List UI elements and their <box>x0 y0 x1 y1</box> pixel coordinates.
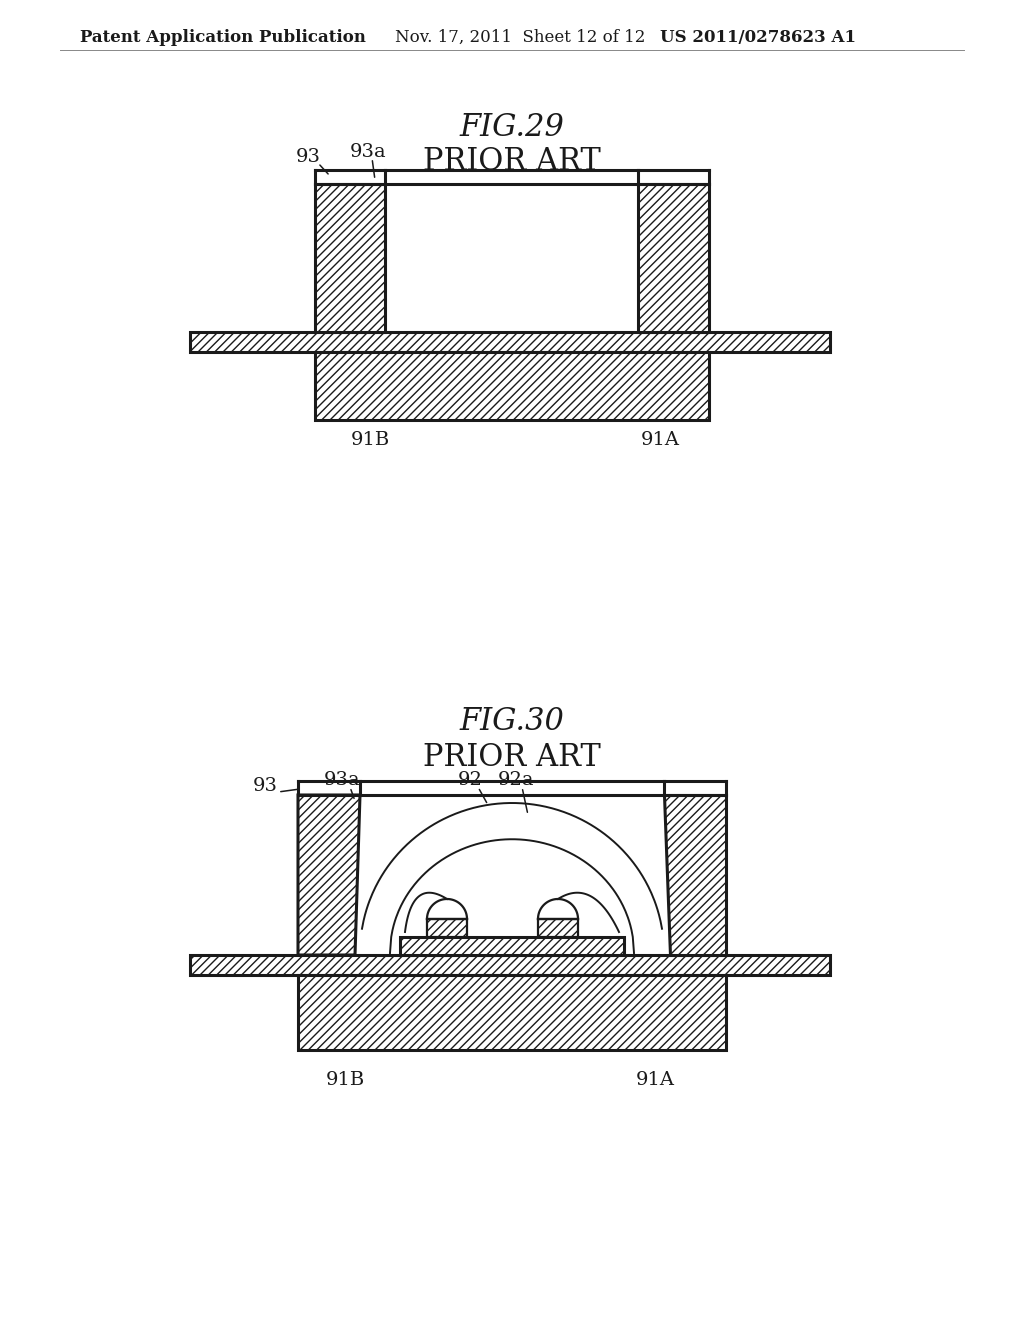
Text: 91A: 91A <box>640 432 680 449</box>
Text: 93a: 93a <box>324 771 360 789</box>
Text: 93: 93 <box>296 148 321 166</box>
Bar <box>315 183 385 333</box>
Text: FIG.29: FIG.29 <box>460 112 564 144</box>
Bar <box>298 975 726 1049</box>
Bar <box>638 183 709 333</box>
Bar <box>190 333 830 352</box>
Text: 92: 92 <box>458 771 482 789</box>
Text: 91A: 91A <box>636 1071 675 1089</box>
Text: 93: 93 <box>253 777 278 795</box>
Bar <box>315 352 709 420</box>
Bar <box>427 919 467 937</box>
Bar <box>400 937 624 954</box>
Bar <box>190 333 830 352</box>
Text: Patent Application Publication: Patent Application Publication <box>80 29 366 45</box>
Text: PRIOR ART: PRIOR ART <box>423 147 601 177</box>
Text: PRIOR ART: PRIOR ART <box>423 742 601 772</box>
Bar <box>538 919 578 937</box>
Bar <box>298 975 726 1049</box>
Bar <box>638 183 709 333</box>
Text: 91B: 91B <box>350 432 389 449</box>
Polygon shape <box>298 795 360 954</box>
Text: US 2011/0278623 A1: US 2011/0278623 A1 <box>660 29 856 45</box>
Text: 92a: 92a <box>498 771 535 789</box>
Bar <box>190 954 830 975</box>
Bar <box>400 937 624 954</box>
Bar <box>315 183 385 333</box>
Bar <box>427 919 467 937</box>
Text: 91B: 91B <box>326 1071 365 1089</box>
Text: Nov. 17, 2011  Sheet 12 of 12: Nov. 17, 2011 Sheet 12 of 12 <box>395 29 645 45</box>
Text: FIG.30: FIG.30 <box>460 706 564 738</box>
Polygon shape <box>664 795 726 954</box>
Bar <box>538 919 578 937</box>
Text: 93a: 93a <box>349 143 386 161</box>
Bar <box>315 352 709 420</box>
Bar <box>190 954 830 975</box>
